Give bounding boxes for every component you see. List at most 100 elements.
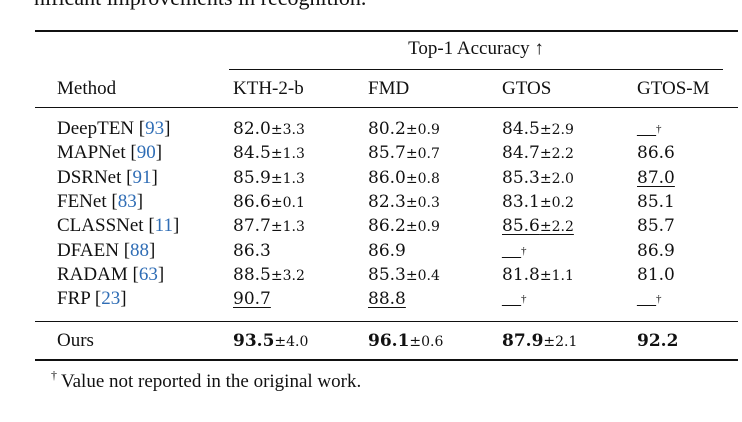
value-cell: 87.7±1.3 (233, 215, 305, 238)
value-cell: 86.6±0.1 (233, 191, 305, 214)
citation-link: 83 (117, 191, 137, 212)
std-dev: ±0.3 (405, 195, 440, 211)
std-dev: ±0.6 (409, 334, 444, 350)
bracket: [ (118, 240, 131, 261)
std-dev: ±1.3 (270, 146, 305, 162)
value-cell: 86.6 (637, 142, 675, 164)
bracket: [ (121, 167, 133, 188)
value: 85.3 (368, 265, 406, 285)
std-dev: ±0.7 (405, 146, 440, 162)
value-cell: 85.6±2.2 (502, 215, 574, 238)
value-cell: 93.5±4.0 (233, 330, 308, 353)
value: 86.3 (233, 241, 271, 261)
value: 81.0 (637, 265, 675, 285)
method-name: DeepTEN [93] (57, 118, 170, 140)
value-cell: 85.9±1.3 (233, 167, 305, 190)
bracket: ] (151, 167, 158, 188)
value: 85.1 (637, 192, 675, 212)
value-cell: 92.2 (637, 330, 678, 352)
value: 88.8 (368, 289, 406, 309)
value-cell: 85.7±0.7 (368, 142, 440, 165)
value: 87.7 (233, 216, 271, 236)
value-cell: 84.5±1.3 (233, 142, 305, 165)
method-label: DSRNet (57, 167, 122, 188)
value: 86.6 (637, 143, 675, 163)
value-cell: —† (637, 288, 662, 316)
value-cell: 80.2±0.9 (368, 118, 440, 141)
value-cell: 84.5±2.9 (502, 118, 574, 141)
std-dev: ±0.9 (405, 219, 440, 235)
method-name: RADAM [63] (57, 264, 164, 286)
method-name: FRP [23] (57, 288, 127, 310)
value-cell: 85.3±2.0 (502, 167, 574, 190)
bracket: [ (90, 288, 102, 309)
header-rule (35, 107, 738, 108)
value: 96.1 (368, 331, 410, 351)
method-label: FRP (57, 288, 91, 309)
bracket: ] (155, 142, 163, 163)
value: 82.3 (368, 192, 406, 212)
value: 93.5 (233, 331, 275, 351)
value: 92.2 (637, 331, 679, 351)
std-dev: ±0.9 (405, 122, 440, 138)
value: — (502, 246, 521, 267)
method-name: DSRNet [91] (57, 167, 158, 189)
value-cell: 86.2±0.9 (368, 215, 440, 238)
value-cell: 88.5±3.2 (233, 264, 305, 287)
value: 86.0 (368, 168, 406, 188)
citation-link: 91 (132, 167, 152, 188)
value: 85.7 (637, 216, 675, 236)
bottom-rule (35, 359, 738, 361)
method-label: DeepTEN (57, 118, 135, 139)
value: 84.7 (502, 143, 540, 163)
method-name: DFAEN [88] (57, 240, 155, 262)
method-label: RADAM (57, 264, 128, 285)
bracket: [ (134, 118, 146, 139)
intro-text: nificant improvements in recognition. (34, 0, 366, 11)
value-cell: 87.0 (637, 167, 675, 189)
method-label: MAPNet (57, 142, 126, 163)
bracket: [ (125, 142, 137, 163)
value: 88.5 (233, 265, 271, 285)
bracket: ] (157, 264, 165, 285)
value: 85.9 (233, 168, 271, 188)
footnote-mark: † (51, 368, 57, 382)
bracket: ] (149, 240, 156, 261)
method-name: Ours (57, 330, 94, 352)
dagger-mark: † (656, 293, 662, 305)
method-label: Ours (57, 330, 94, 351)
value-cell: —† (502, 240, 527, 268)
value: 85.6 (502, 216, 540, 236)
value: 84.5 (233, 143, 271, 163)
bracket: ] (136, 191, 144, 212)
value-cell: 84.7±2.2 (502, 142, 574, 165)
citation-link: 93 (145, 118, 165, 139)
citation-link: 90 (136, 142, 156, 163)
value-cell: 82.3±0.3 (368, 191, 440, 214)
std-dev: ±1.3 (270, 219, 305, 235)
value-cell: 87.9±2.1 (502, 330, 577, 353)
value: 85.7 (368, 143, 406, 163)
value: 87.0 (637, 168, 675, 188)
value: 81.8 (502, 265, 540, 285)
std-dev: ±2.0 (539, 171, 574, 187)
std-dev: ±2.2 (539, 219, 574, 235)
std-dev: ±3.3 (270, 122, 305, 138)
citation-link: 63 (138, 264, 158, 285)
group-header: Top-1 Accuracy ↑ (408, 38, 544, 59)
value: 82.0 (233, 119, 271, 139)
value: 86.9 (368, 241, 406, 261)
column-header: FMD (368, 78, 410, 99)
method-label: CLASSNet (57, 215, 144, 236)
std-dev: ±2.9 (539, 122, 574, 138)
dagger-mark: † (521, 293, 527, 305)
value: 90.7 (233, 289, 271, 309)
value: — (502, 294, 521, 315)
bracket: [ (143, 215, 155, 236)
dagger-mark: † (656, 123, 662, 135)
value-cell: —† (637, 118, 662, 146)
std-dev: ±0.2 (539, 195, 574, 211)
column-header: GTOS (502, 78, 552, 99)
std-dev: ±2.1 (543, 334, 578, 350)
citation-link: 11 (154, 215, 173, 236)
